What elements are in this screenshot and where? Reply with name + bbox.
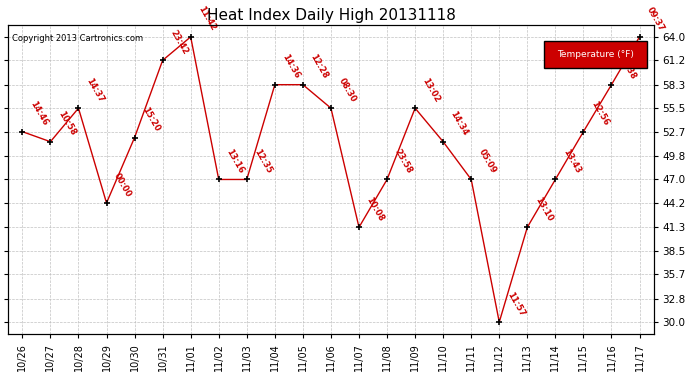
Text: 15:20: 15:20 — [140, 106, 161, 134]
Text: 23:58: 23:58 — [393, 148, 414, 175]
Text: 23:38: 23:38 — [617, 53, 638, 81]
Text: 13:16: 13:16 — [224, 148, 246, 175]
Title: Heat Index Daily High 20131118: Heat Index Daily High 20131118 — [206, 8, 455, 22]
Text: 13:43: 13:43 — [561, 148, 582, 175]
Text: Copyright 2013 Cartronics.com: Copyright 2013 Cartronics.com — [12, 34, 143, 44]
Text: 11:57: 11:57 — [505, 290, 526, 318]
Text: 14:34: 14:34 — [448, 110, 470, 138]
Text: 10:08: 10:08 — [364, 196, 386, 223]
Text: 14:46: 14:46 — [28, 100, 49, 128]
Text: 14:36: 14:36 — [280, 53, 302, 81]
Text: 13:02: 13:02 — [421, 76, 442, 104]
Text: 23:42: 23:42 — [168, 28, 189, 56]
Text: 14:37: 14:37 — [84, 76, 105, 104]
Text: Temperature (°F): Temperature (°F) — [557, 50, 634, 59]
FancyBboxPatch shape — [544, 40, 647, 68]
Text: 13:10: 13:10 — [533, 195, 554, 223]
Text: 11:42: 11:42 — [196, 5, 217, 33]
Text: 08:30: 08:30 — [337, 76, 357, 104]
Text: 09:37: 09:37 — [645, 5, 666, 33]
Text: 05:09: 05:09 — [477, 148, 497, 175]
Text: 12:56: 12:56 — [589, 100, 610, 128]
Text: 00:00: 00:00 — [112, 171, 133, 199]
Text: 12:35: 12:35 — [253, 148, 273, 175]
Text: 12:28: 12:28 — [308, 53, 330, 81]
Text: 10:58: 10:58 — [56, 110, 77, 138]
